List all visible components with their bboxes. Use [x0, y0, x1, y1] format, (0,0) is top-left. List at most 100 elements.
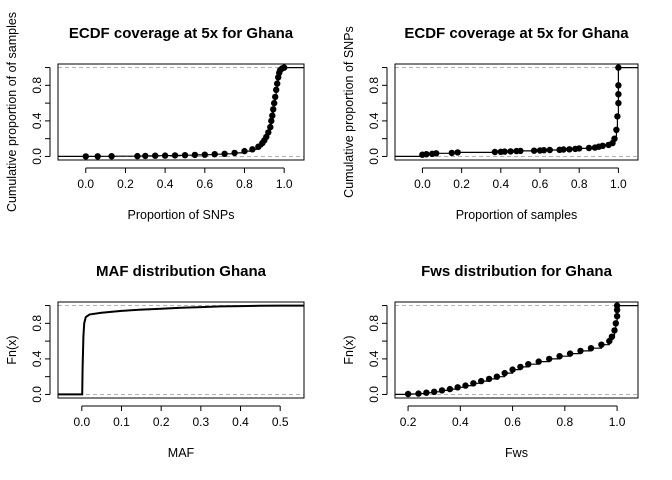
- data-point: [509, 366, 516, 373]
- data-point: [613, 302, 621, 309]
- data-point: [560, 146, 567, 153]
- data-point: [611, 327, 618, 334]
- data-point: [161, 152, 169, 159]
- data-point: [530, 147, 538, 154]
- y-tick-label: 0.0: [367, 386, 381, 403]
- data-point: [108, 153, 115, 160]
- plot-frame: [394, 301, 639, 399]
- data-point: [267, 123, 274, 131]
- data-point: [269, 112, 276, 119]
- x-tick-label: 0.4: [452, 415, 469, 429]
- data-point: [599, 142, 606, 149]
- data-point: [270, 106, 277, 113]
- y-tick-label: 0.8: [367, 315, 381, 332]
- data-point: [493, 373, 501, 380]
- x-tick-label: 0.5: [272, 415, 289, 429]
- data-point: [249, 146, 256, 153]
- data-point: [171, 152, 179, 159]
- y-axis-label: Cumulative proportion of of samples: [5, 12, 19, 212]
- y-tick-label: 0.0: [30, 386, 44, 403]
- data-point: [585, 144, 593, 152]
- plot-frame: [57, 63, 305, 161]
- x-tick-label: 1.0: [610, 177, 627, 191]
- p1-panel: 0.0 0.2 0.4 0.6 0.8 1.0 0.0 0.4 0.8 ECDF coverage…: [5, 12, 305, 222]
- plot-frame: [57, 301, 305, 399]
- data-point: [423, 151, 430, 158]
- data-point: [273, 86, 280, 94]
- y-axis-label: Fn(x): [342, 335, 356, 364]
- data-point: [462, 382, 469, 389]
- x-tick-label: 0.6: [532, 177, 549, 191]
- y-tick-label: 0.4: [30, 112, 44, 129]
- x-axis-label: Proportion of samples: [456, 208, 578, 222]
- x-tick-label: 0.8: [556, 415, 573, 429]
- data-point: [433, 150, 440, 157]
- x-axis-label: MAF: [168, 446, 195, 460]
- data-point: [181, 152, 189, 159]
- x-tick-label: 1.0: [609, 415, 626, 429]
- data-point: [598, 341, 605, 348]
- ecdf-line: [58, 304, 304, 396]
- y-axis-label: Cumulative proportion of SNPs: [342, 26, 356, 198]
- data-point: [546, 355, 553, 363]
- data-point: [613, 126, 620, 133]
- data-point: [540, 147, 548, 154]
- data-point: [587, 345, 595, 352]
- y-tick-label: 0.8: [30, 315, 44, 332]
- data-point: [535, 358, 542, 365]
- data-point: [448, 149, 455, 157]
- x-tick-label: 0.8: [571, 177, 588, 191]
- data-point: [611, 135, 618, 142]
- x-tick-label: 0.6: [196, 177, 213, 191]
- data-point: [272, 93, 279, 101]
- data-point: [438, 387, 446, 394]
- chart-title: ECDF coverage at 5x for Ghana: [404, 25, 629, 42]
- chart-title: MAF distribution Ghana: [96, 263, 267, 280]
- data-point: [525, 361, 532, 368]
- data-point: [431, 388, 438, 395]
- data-point: [265, 129, 272, 136]
- x-tick-label: 1.0: [276, 177, 293, 191]
- data-point: [615, 82, 622, 89]
- x-tick-label: 0.6: [504, 415, 521, 429]
- data-point: [231, 149, 238, 157]
- data-point: [191, 151, 199, 159]
- y-tick-label: 0.4: [367, 112, 381, 129]
- x-tick-label: 0.4: [232, 415, 249, 429]
- x-tick-label: 0.2: [153, 415, 170, 429]
- data-point: [221, 150, 228, 157]
- data-point: [268, 117, 275, 125]
- data-point: [615, 91, 622, 98]
- x-axis-label: Fws: [505, 446, 528, 460]
- x-tick-label: 0.2: [117, 177, 134, 191]
- data-point: [501, 369, 508, 377]
- data-point: [566, 146, 573, 153]
- data-point: [608, 333, 616, 340]
- data-point: [517, 147, 524, 155]
- data-point: [501, 148, 508, 155]
- chart-title: ECDF coverage at 5x for Ghana: [69, 25, 294, 42]
- data-point: [241, 147, 248, 155]
- data-point: [612, 320, 619, 327]
- y-tick-label: 0.0: [367, 148, 381, 165]
- x-tick-label: 0.4: [492, 177, 509, 191]
- data-point: [142, 152, 149, 160]
- data-point: [404, 390, 412, 398]
- x-tick-label: 0.2: [400, 415, 417, 429]
- x-tick-label: 0.0: [77, 177, 94, 191]
- data-point: [454, 384, 461, 391]
- data-point: [615, 64, 622, 71]
- data-point: [134, 152, 141, 160]
- y-tick-label: 0.8: [367, 77, 381, 94]
- data-point: [94, 153, 101, 160]
- data-point: [507, 148, 514, 155]
- x-tick-label: 0.0: [73, 415, 90, 429]
- y-tick-label: 0.8: [30, 77, 44, 94]
- data-point: [470, 380, 477, 387]
- data-point: [211, 151, 218, 158]
- data-point: [478, 377, 485, 385]
- y-tick-label: 0.4: [367, 350, 381, 367]
- data-point: [546, 146, 553, 154]
